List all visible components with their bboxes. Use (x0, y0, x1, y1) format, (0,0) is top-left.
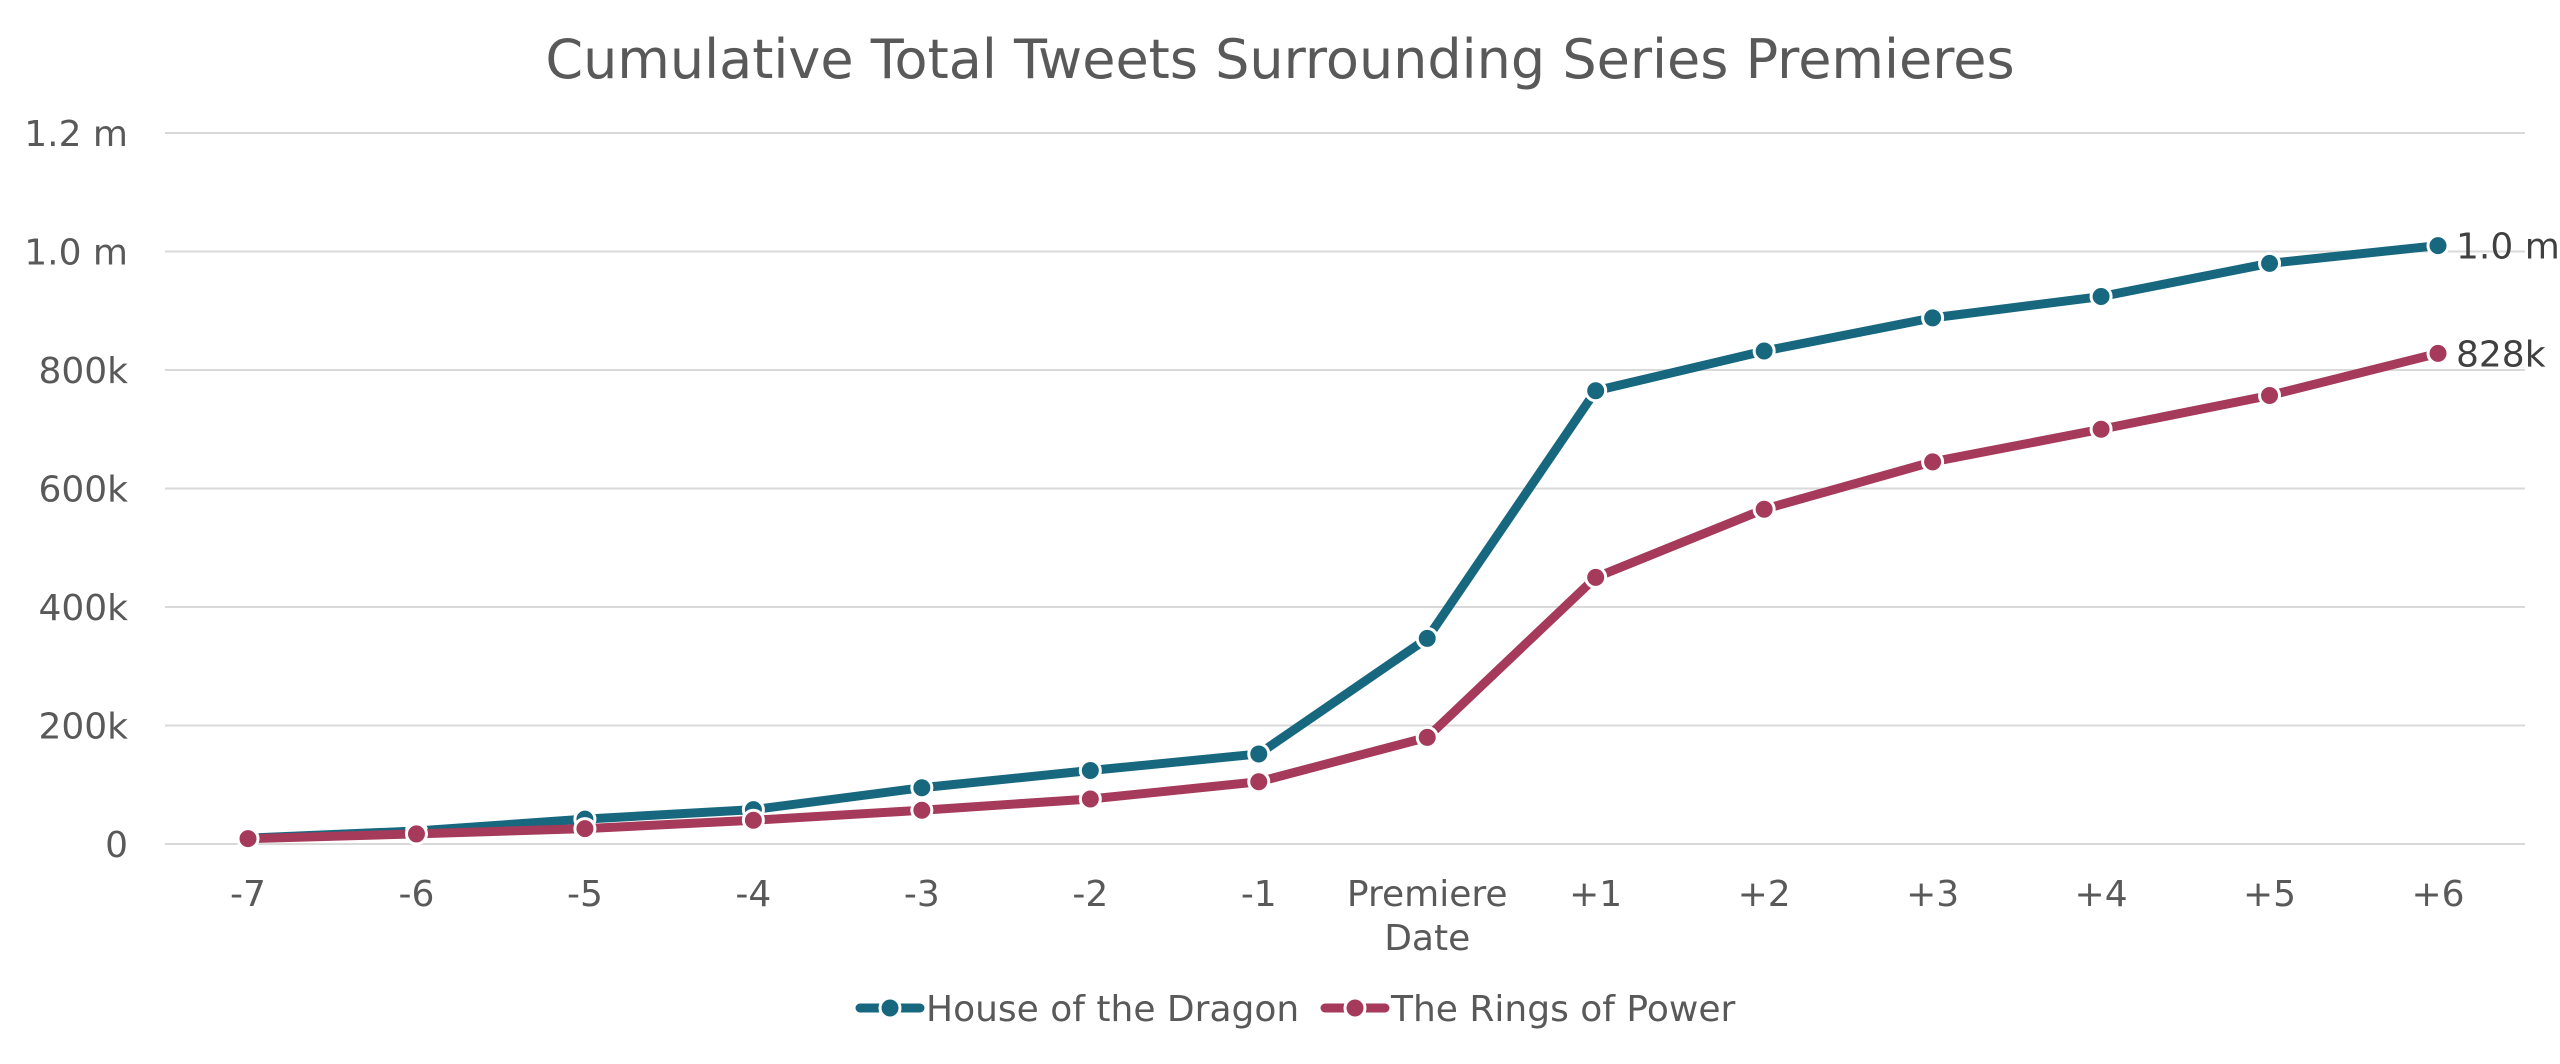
x-tick-label: +1 (1569, 874, 1622, 915)
x-tick-label: +6 (2411, 874, 2464, 915)
x-tick-label: -4 (735, 874, 771, 915)
series-layer (236, 234, 2450, 851)
legend: House of the Dragon The Rings of Power (855, 989, 1735, 1030)
data-point (404, 822, 428, 846)
series-the-rings-of-power (236, 341, 2450, 851)
data-point (573, 817, 597, 841)
x-tick-label: -6 (399, 874, 435, 915)
legend-label: House of the Dragon (926, 989, 1299, 1030)
data-point (2258, 251, 2282, 275)
data-point (1078, 759, 1102, 783)
data-point (2426, 341, 2450, 365)
data-point (2089, 285, 2113, 309)
x-tick-label: -3 (904, 874, 940, 915)
x-tick-label: +3 (1906, 874, 1959, 915)
legend-label: The Rings of Power (1390, 989, 1735, 1030)
x-tick-label: -1 (1241, 874, 1277, 915)
data-label: 828k (2456, 334, 2546, 375)
data-point (741, 808, 765, 832)
x-tick-label: Premiere Date (1347, 874, 1508, 959)
x-tick-label: -5 (567, 874, 603, 915)
data-point (1584, 565, 1608, 589)
data-point (1584, 379, 1608, 403)
data-point (1078, 787, 1102, 811)
legend-item: House of the Dragon (855, 989, 1299, 1030)
data-point (1247, 742, 1271, 766)
data-label: 1.0 m (2456, 227, 2560, 268)
data-point (236, 827, 260, 851)
y-tick-label: 0 (105, 825, 128, 866)
gridlines (165, 132, 2525, 845)
legend-marker (878, 996, 902, 1020)
data-point (2089, 417, 2113, 441)
data-point (1247, 770, 1271, 794)
x-tick-label: -7 (230, 874, 266, 915)
data-point (1921, 450, 1945, 474)
x-tick-label: +4 (2075, 874, 2128, 915)
legend-item: The Rings of Power (1320, 989, 1735, 1030)
data-point (910, 776, 934, 800)
x-axis-ticks: -7 -6 -5 -4 -3 -2 -1 Premiere Date +1 +2 +3 +4 +5 +6 (230, 874, 2464, 959)
data-point (1921, 306, 1945, 330)
x-tick-label: +2 (1738, 874, 1791, 915)
x-tick-label: +5 (2243, 874, 2296, 915)
data-point (1752, 339, 1776, 363)
data-point (910, 798, 934, 822)
y-tick-label: 200k (38, 707, 128, 748)
series-line (243, 241, 2443, 843)
data-point (1415, 626, 1439, 650)
y-tick-label: 1.0 m (24, 233, 128, 274)
end-labels: 1.0 m 828k (2456, 227, 2560, 376)
y-axis-ticks: 0 200k 400k 600k 800k 1.0 m 1.2 m (24, 114, 128, 866)
y-tick-label: 600k (38, 470, 128, 511)
legend-marker (1343, 996, 1367, 1020)
data-point (1415, 725, 1439, 749)
y-tick-label: 400k (38, 588, 128, 629)
data-point (2258, 383, 2282, 407)
y-tick-label: 1.2 m (24, 114, 128, 155)
y-tick-label: 800k (38, 351, 128, 392)
data-point (1752, 497, 1776, 521)
chart-title: Cumulative Total Tweets Surrounding Seri… (545, 28, 2014, 91)
series-line (243, 348, 2443, 844)
data-point (2426, 234, 2450, 258)
x-tick-label: -2 (1072, 874, 1108, 915)
